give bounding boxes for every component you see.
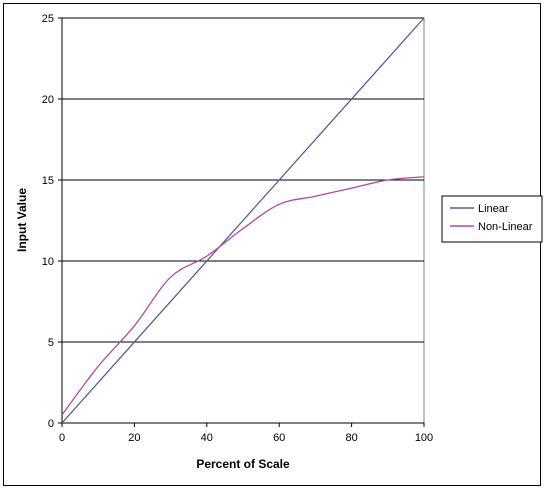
gridlines: [62, 17, 424, 343]
axes: [58, 17, 425, 427]
x-tick-label-0: 0: [59, 432, 65, 444]
legend-label-0: Linear: [478, 203, 509, 215]
y-tick-label-1: 5: [48, 337, 54, 349]
tick-labels: 0 5 10 15 20 25 0 20 40 60 80 100: [42, 13, 433, 444]
y-tick-label-0: 0: [48, 418, 54, 430]
y-tick-label-2: 10: [42, 256, 54, 268]
y-axis-title: Input Value: [15, 188, 29, 252]
x-axis-title: Percent of Scale: [196, 457, 290, 471]
legend-label-1: Non-Linear: [478, 221, 533, 233]
x-tick-label-3: 60: [273, 432, 285, 444]
legend: Linear Non-Linear: [441, 195, 543, 243]
series-line-linear: [61, 17, 425, 424]
x-tick-label-4: 80: [345, 432, 357, 444]
y-tick-label-5: 25: [42, 13, 54, 25]
y-tick-label-3: 15: [42, 175, 54, 187]
legend-box: [441, 195, 543, 243]
x-tick-label-2: 40: [201, 432, 213, 444]
x-tick-label-1: 20: [128, 432, 140, 444]
series-line-non-linear: [61, 176, 425, 416]
y-tick-label-4: 20: [42, 94, 54, 106]
series-lines: [61, 17, 425, 424]
x-tick-label-5: 100: [415, 432, 433, 444]
